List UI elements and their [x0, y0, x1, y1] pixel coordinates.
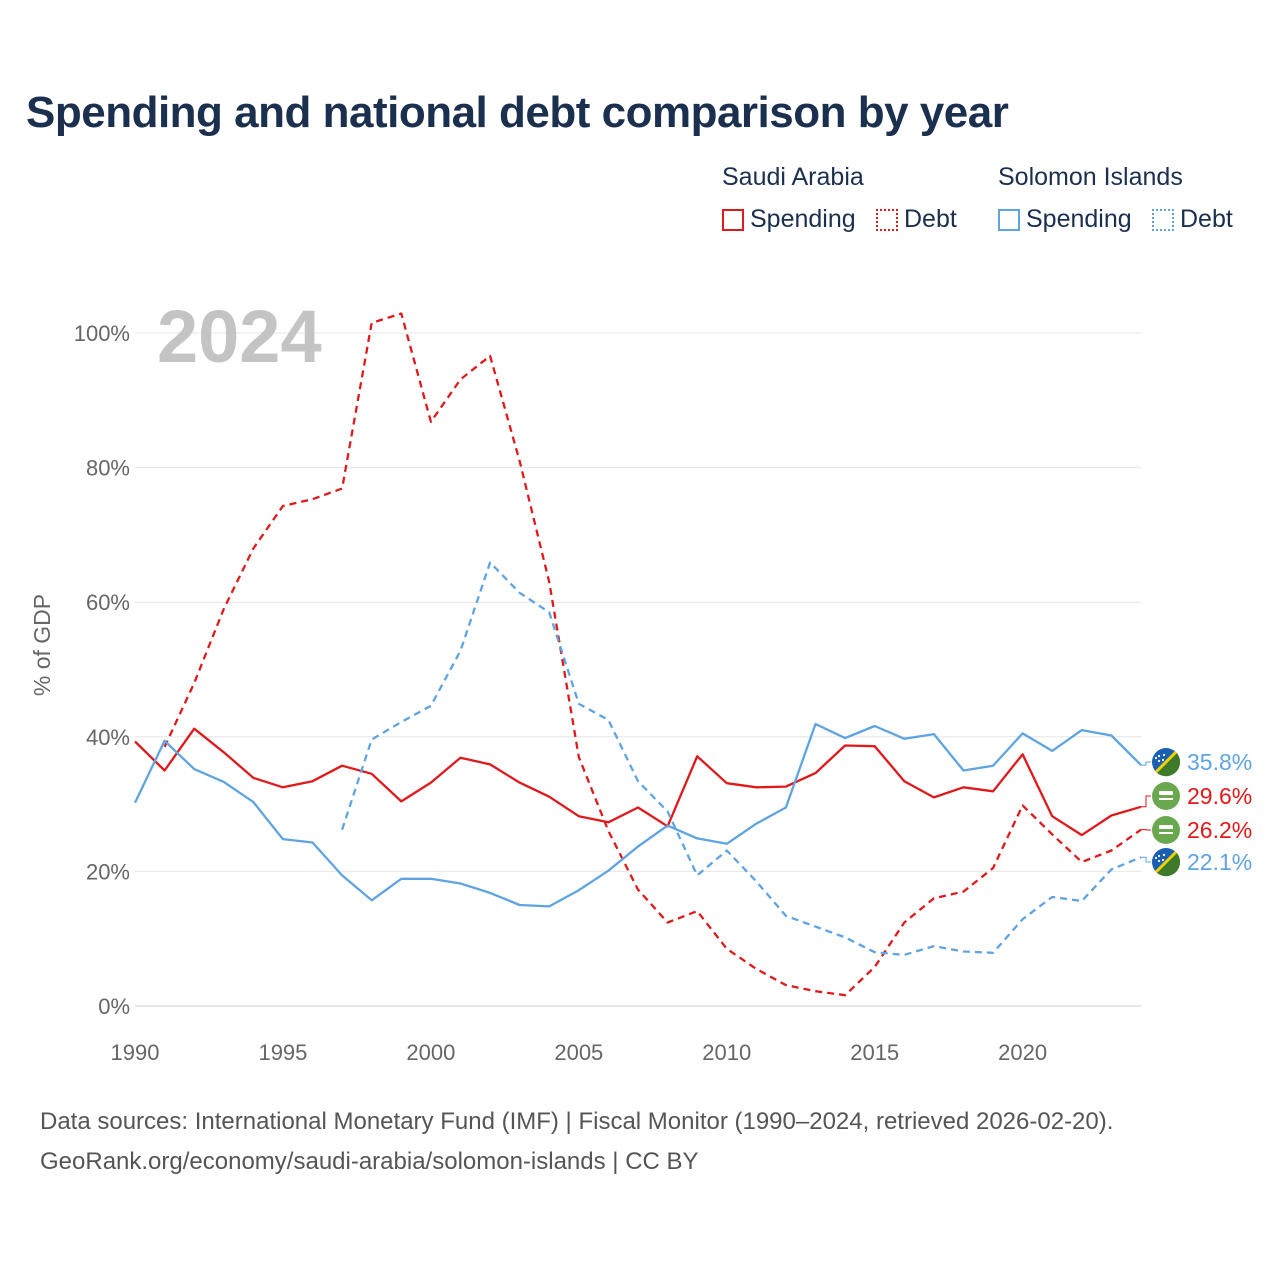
x-tick-label: 2000 [406, 1040, 455, 1065]
flag-star [1157, 759, 1161, 763]
legend-group-solomon-islands: Solomon Islands [998, 163, 1183, 191]
series-line-saudi-arabia-debt[interactable] [163, 312, 1142, 997]
flag-star [1157, 754, 1161, 758]
end-value-label: 22.1% [1187, 849, 1252, 875]
x-tick-label: 2005 [554, 1040, 603, 1065]
saudi-flag-icon [1152, 782, 1180, 810]
series-line-solomon-islands-spending[interactable] [133, 722, 1142, 908]
flag-green-half [1156, 752, 1181, 777]
legend-group-saudi-arabia: Saudi Arabia [722, 163, 864, 191]
series-line-saudi-arabia-spending[interactable] [134, 727, 1142, 837]
flag-disc [1152, 782, 1180, 810]
y-tick-label: 20% [86, 859, 130, 884]
y-tick-label: 40% [86, 725, 130, 750]
x-tick-label: 2015 [850, 1040, 899, 1065]
y-tick-label: 80% [86, 456, 130, 481]
flag-star [1154, 756, 1158, 760]
flag-diagonal-band [1154, 750, 1178, 774]
x-tick-label: 2010 [702, 1040, 751, 1065]
year-watermark: 2024 [157, 295, 322, 378]
solomon-flag-icon [1152, 848, 1181, 877]
chart-title: Spending and national debt comparison by… [26, 88, 1009, 137]
end-value-label: 35.8% [1187, 749, 1252, 775]
end-value-label: 26.2% [1187, 817, 1252, 843]
saudi-flag-icon [1152, 816, 1180, 844]
dotted-line-swatch-icon [876, 208, 898, 231]
legend-label: Debt [904, 205, 957, 233]
solid-line-swatch-icon [722, 208, 744, 231]
x-tick-label: 1990 [111, 1040, 160, 1065]
solid-line-swatch-icon [998, 208, 1020, 231]
flag-script-mark [1159, 791, 1173, 795]
flag-star [1154, 856, 1158, 860]
x-tick-label: 1995 [258, 1040, 307, 1065]
line-chart: 2024 % of GDP 0% 20% 40% 60% 80% 100% 1990 1995… [29, 295, 1252, 1065]
flag-sword-mark [1159, 832, 1173, 834]
y-tick-label: 60% [86, 590, 130, 615]
flag-script-mark [1159, 825, 1173, 829]
flag-star [1157, 859, 1161, 863]
flag-star [1157, 854, 1161, 858]
label-connector [1141, 856, 1151, 863]
legend-item-saudi-spending[interactable]: Spending [722, 205, 856, 234]
footer-sources: Data sources: International Monetary Fun… [40, 1108, 1114, 1135]
series-line-solomon-islands-debt[interactable] [341, 561, 1142, 957]
y-tick-label: 100% [74, 321, 130, 346]
legend-label: Debt [1180, 205, 1233, 233]
legend-item-saudi-debt[interactable]: Debt [876, 205, 957, 234]
flag-sword-mark [1159, 798, 1173, 800]
flag-star [1162, 753, 1166, 757]
solomon-flag-icon [1152, 748, 1181, 777]
x-tick-label: 2020 [998, 1040, 1047, 1065]
flag-green-half [1156, 852, 1181, 877]
y-tick-label: 0% [98, 994, 130, 1019]
end-value-label: 29.6% [1187, 783, 1252, 809]
legend-label: Spending [1026, 205, 1132, 233]
legend-label: Spending [750, 205, 856, 233]
legend-item-solomon-debt[interactable]: Debt [1152, 205, 1233, 234]
flag-star [1162, 853, 1166, 857]
flag-disc [1152, 816, 1180, 844]
dotted-line-swatch-icon [1152, 208, 1174, 231]
label-connector [1141, 761, 1151, 766]
y-axis-label: % of GDP [29, 594, 55, 696]
label-connector [1141, 795, 1151, 808]
legend-item-solomon-spending[interactable]: Spending [998, 205, 1132, 234]
flag-diagonal-band [1154, 850, 1178, 874]
flag-star [1161, 858, 1165, 862]
footer-attribution[interactable]: GeoRank.org/economy/saudi-arabia/solomon… [40, 1148, 699, 1175]
flag-star [1161, 758, 1165, 762]
